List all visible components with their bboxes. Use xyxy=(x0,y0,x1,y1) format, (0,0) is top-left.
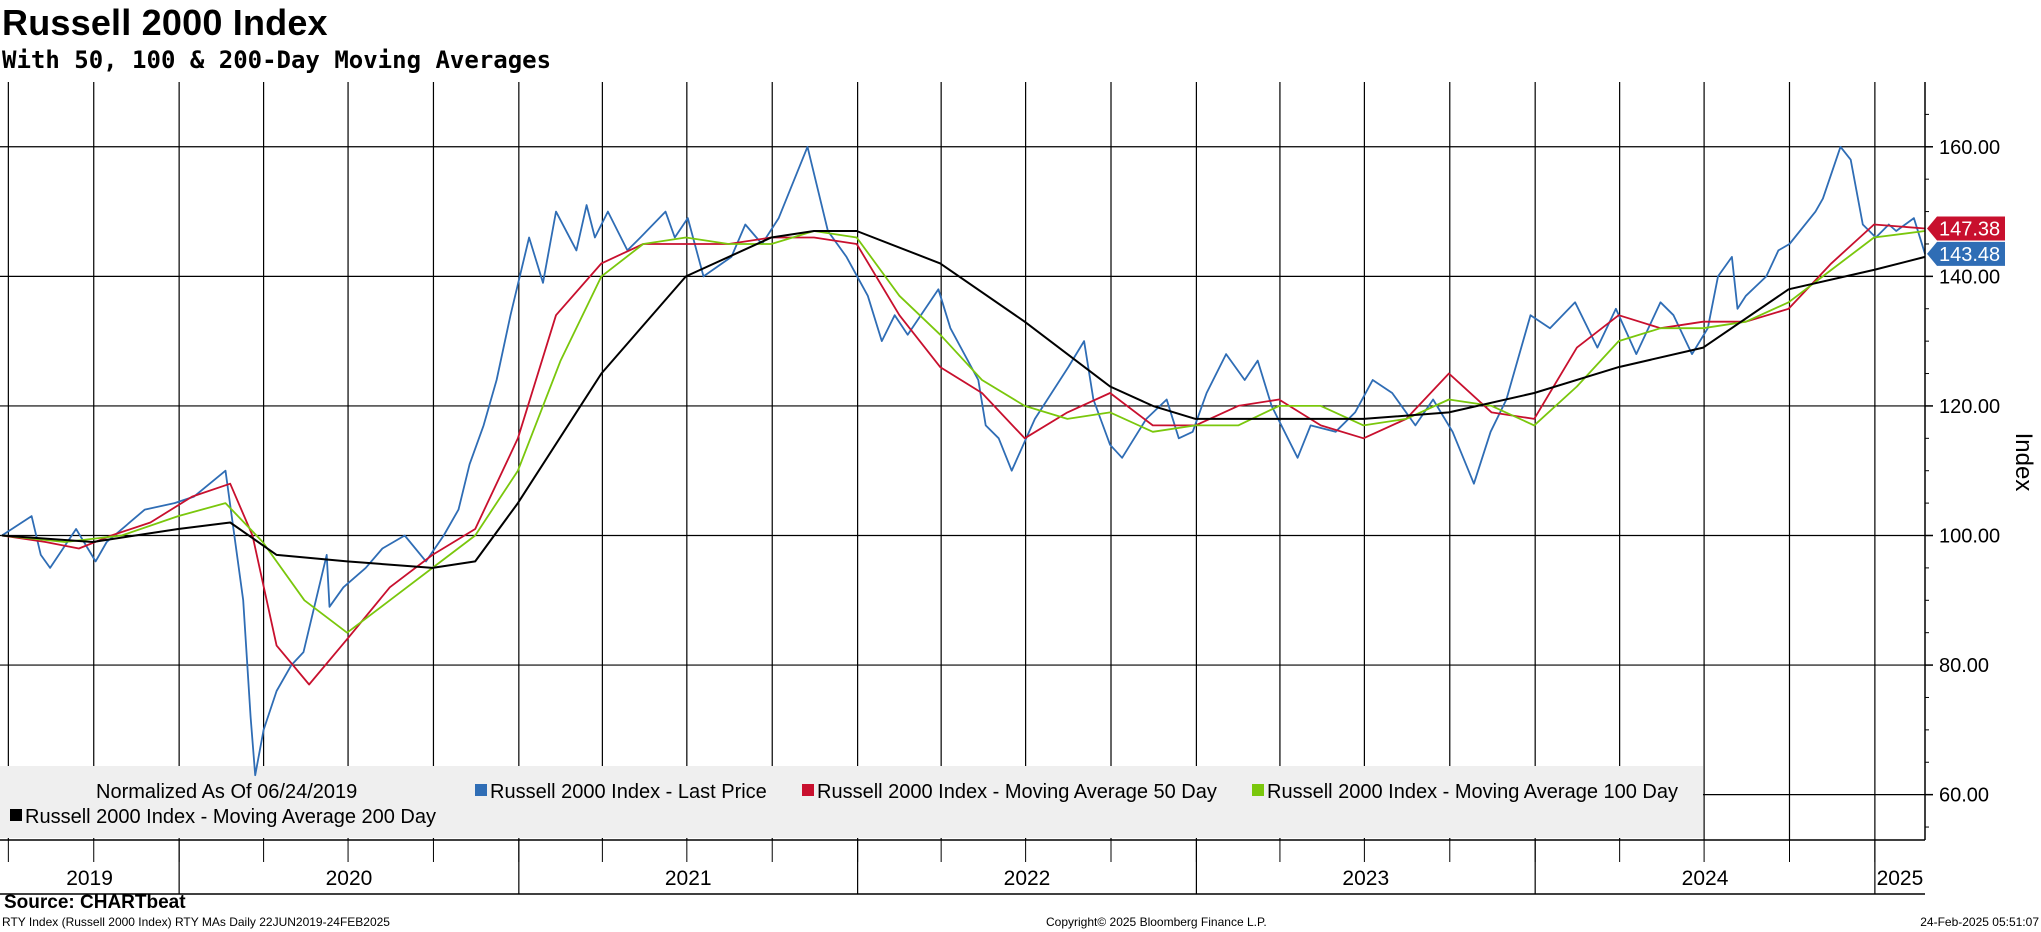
legend-label-3: Russell 2000 Index - Moving Average 100 … xyxy=(1267,781,1678,803)
x-year-label: 2021 xyxy=(665,867,712,890)
legend-note: Normalized As Of 06/24/2019 xyxy=(96,781,357,803)
y-tick-label: 120.00 xyxy=(1939,396,2000,418)
last-value-ma50-label: 147.38 xyxy=(1939,219,2000,241)
series-line-2 xyxy=(1,223,1926,686)
chart-subtitle: With 50, 100 & 200-Day Moving Averages xyxy=(2,46,552,74)
x-year-label: 2023 xyxy=(1342,867,1389,890)
legend-swatch-1 xyxy=(475,784,487,796)
legend-label-4: Russell 2000 Index - Moving Average 200 … xyxy=(25,806,436,828)
series-line-3 xyxy=(1,230,1926,634)
legend-label-2: Russell 2000 Index - Moving Average 50 D… xyxy=(817,781,1217,803)
y-tick-label: 80.00 xyxy=(1939,655,1989,677)
legend-swatch-3 xyxy=(1252,784,1264,796)
y-tick-label: 160.00 xyxy=(1939,137,2000,159)
series-line-1 xyxy=(1,145,1926,777)
x-year-label: 2025 xyxy=(1877,867,1924,890)
legend-swatch-4 xyxy=(10,809,22,821)
legend-swatch-2 xyxy=(802,784,814,796)
y-tick-label: 140.00 xyxy=(1939,266,2000,288)
x-year-label: 2022 xyxy=(1004,867,1051,890)
footer-left: RTY Index (Russell 2000 Index) RTY MAs D… xyxy=(2,915,390,929)
y-tick-label: 100.00 xyxy=(1939,526,2000,548)
series-line-4 xyxy=(1,230,1926,569)
x-year-label: 2019 xyxy=(66,867,113,890)
x-year-label: 2024 xyxy=(1682,867,1729,890)
y-axis-label: Index xyxy=(2010,433,2037,492)
footer-timestamp: 24-Feb-2025 05:51:07 xyxy=(1920,915,2039,929)
footer-copyright: Copyright© 2025 Bloomberg Finance L.P. xyxy=(1046,915,1267,929)
last-value-price-tag xyxy=(1927,241,2005,266)
y-tick-label: 60.00 xyxy=(1939,785,1989,807)
last-value-ma50-tag xyxy=(1927,216,2005,241)
legend-box xyxy=(0,766,1703,838)
legend-label-1: Russell 2000 Index - Last Price xyxy=(490,781,767,803)
source-label: Source: CHARTbeat xyxy=(4,892,186,913)
chart-title: Russell 2000 Index xyxy=(2,2,328,43)
last-value-price-label: 143.48 xyxy=(1939,244,2000,266)
x-year-label: 2020 xyxy=(326,867,373,890)
